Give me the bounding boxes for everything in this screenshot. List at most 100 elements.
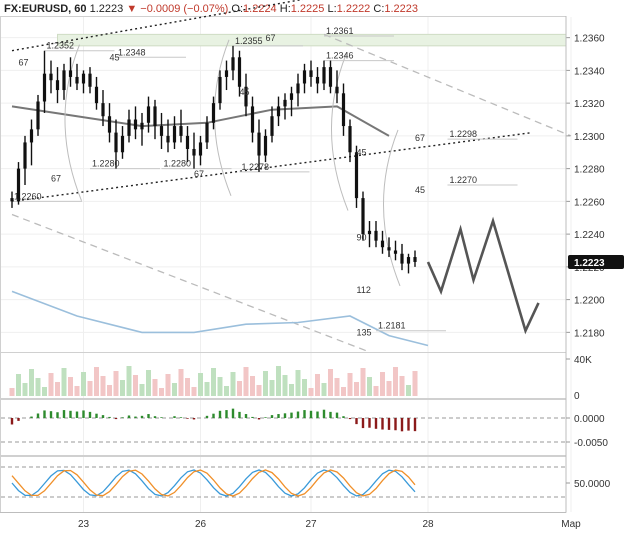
macd-histogram-bar <box>192 418 196 420</box>
volume-bar <box>289 384 294 396</box>
volume-bar <box>334 378 340 396</box>
volume-bar <box>74 386 80 396</box>
macd-histogram-bar <box>348 418 352 420</box>
volume-bar <box>9 388 15 396</box>
resistance-zone <box>57 33 567 47</box>
volume-bar <box>152 379 158 396</box>
macd-histogram-bar <box>127 415 131 418</box>
candle-body <box>250 106 255 133</box>
macd-histogram-bar <box>329 411 332 418</box>
candle-body <box>16 168 21 202</box>
macd-histogram-bar <box>147 414 150 418</box>
volume-bar <box>94 367 99 396</box>
macd-histogram-bar <box>407 418 410 431</box>
angle-label: 67 <box>194 169 204 179</box>
candle-body <box>120 135 125 153</box>
candle-body <box>263 135 268 156</box>
macd-histogram-bar <box>309 410 313 418</box>
price-tick-label: 1.2200 <box>574 296 605 307</box>
volume-bar <box>373 386 379 396</box>
volume-bar <box>386 381 392 396</box>
volume-bar <box>159 388 164 396</box>
candle-body <box>296 83 300 94</box>
volume-bar <box>328 369 333 396</box>
macd-histogram-bar <box>62 410 66 418</box>
angle-label: 67 <box>266 33 276 43</box>
angle-label: 45 <box>357 148 367 158</box>
angle-label: 90 <box>357 233 367 243</box>
low-value: 1.2222 <box>336 3 371 15</box>
volume-bar <box>107 385 112 396</box>
candle-body <box>166 135 170 143</box>
macd-histogram-bar <box>56 412 59 418</box>
candle-body <box>42 73 47 102</box>
candle-body <box>55 80 60 91</box>
low-label: L: <box>327 3 337 15</box>
volume-bar <box>380 372 385 396</box>
price-change: −0.0009 (−0.07%) <box>140 3 229 15</box>
volume-bar <box>237 381 242 396</box>
time-tick-label: 26 <box>195 519 207 530</box>
symbol-label: FX:EURUSD, 60 <box>4 3 87 15</box>
macd-histogram-bar <box>36 413 40 418</box>
candle-body <box>283 99 287 107</box>
macd-histogram-bar <box>82 410 85 418</box>
price-tick-label: 1.2340 <box>574 66 605 77</box>
chart-header: FX:EURUSD, 60 1.2223 ▼ −0.0009 (−0.07%) … <box>4 3 418 15</box>
volume-bar <box>185 378 190 396</box>
candle-body <box>127 119 131 136</box>
macd-histogram-bar <box>316 411 319 418</box>
macd-histogram-bar <box>270 415 274 418</box>
time-tick-label: 23 <box>78 519 90 530</box>
candle-body <box>309 70 313 77</box>
volume-bar <box>139 384 145 396</box>
macd-histogram-bar <box>75 411 79 418</box>
candle-body <box>10 198 14 202</box>
level-label: 1.2280 <box>92 159 120 169</box>
candle-body <box>153 106 157 127</box>
candle-body <box>302 70 307 84</box>
volume-bar <box>16 374 21 396</box>
volume-axis-zero: 0 <box>574 391 580 402</box>
candle-body <box>315 76 320 84</box>
candle-body <box>133 119 138 130</box>
volume-bar <box>224 386 229 396</box>
candle-body <box>36 101 40 130</box>
angle-label: 67 <box>51 174 61 184</box>
candle-body <box>387 247 391 251</box>
macd-histogram-bar <box>342 416 345 418</box>
candle-body <box>341 93 346 127</box>
candle-body <box>218 76 222 104</box>
volume-bar <box>393 367 398 396</box>
time-tick-label: 28 <box>422 519 434 530</box>
level-label: 1.2361 <box>326 26 354 36</box>
volume-bar <box>133 375 138 396</box>
candle-body <box>348 126 352 153</box>
forecast-path <box>426 216 540 335</box>
candle-body <box>49 73 53 81</box>
volume-bar <box>256 385 262 396</box>
volume-bar <box>198 373 203 396</box>
macd-histogram-bar <box>361 418 365 429</box>
gann-arc <box>331 54 349 211</box>
macd-histogram-bar <box>257 418 261 420</box>
candle-body <box>198 142 203 156</box>
candle-body <box>400 253 404 264</box>
price-tick-label: 1.2240 <box>574 230 605 241</box>
candle-body <box>354 152 359 199</box>
macd-histogram-bar <box>244 414 248 418</box>
macd-histogram-bar <box>355 418 358 425</box>
volume-bar <box>399 376 405 396</box>
price-tick-label: 1.2280 <box>574 165 605 176</box>
candle-body <box>244 86 248 107</box>
macd-histogram-bar <box>49 411 53 418</box>
volume-bar <box>308 388 314 396</box>
macd-histogram-bar <box>238 411 241 418</box>
volume-bar <box>61 368 67 396</box>
volume-bar <box>282 375 288 396</box>
macd-tick-label: 0.0000 <box>574 414 605 425</box>
down-arrow-icon: ▼ <box>126 3 138 15</box>
stochastic-k-line <box>11 469 416 497</box>
trend-dashed-upper <box>323 33 572 137</box>
